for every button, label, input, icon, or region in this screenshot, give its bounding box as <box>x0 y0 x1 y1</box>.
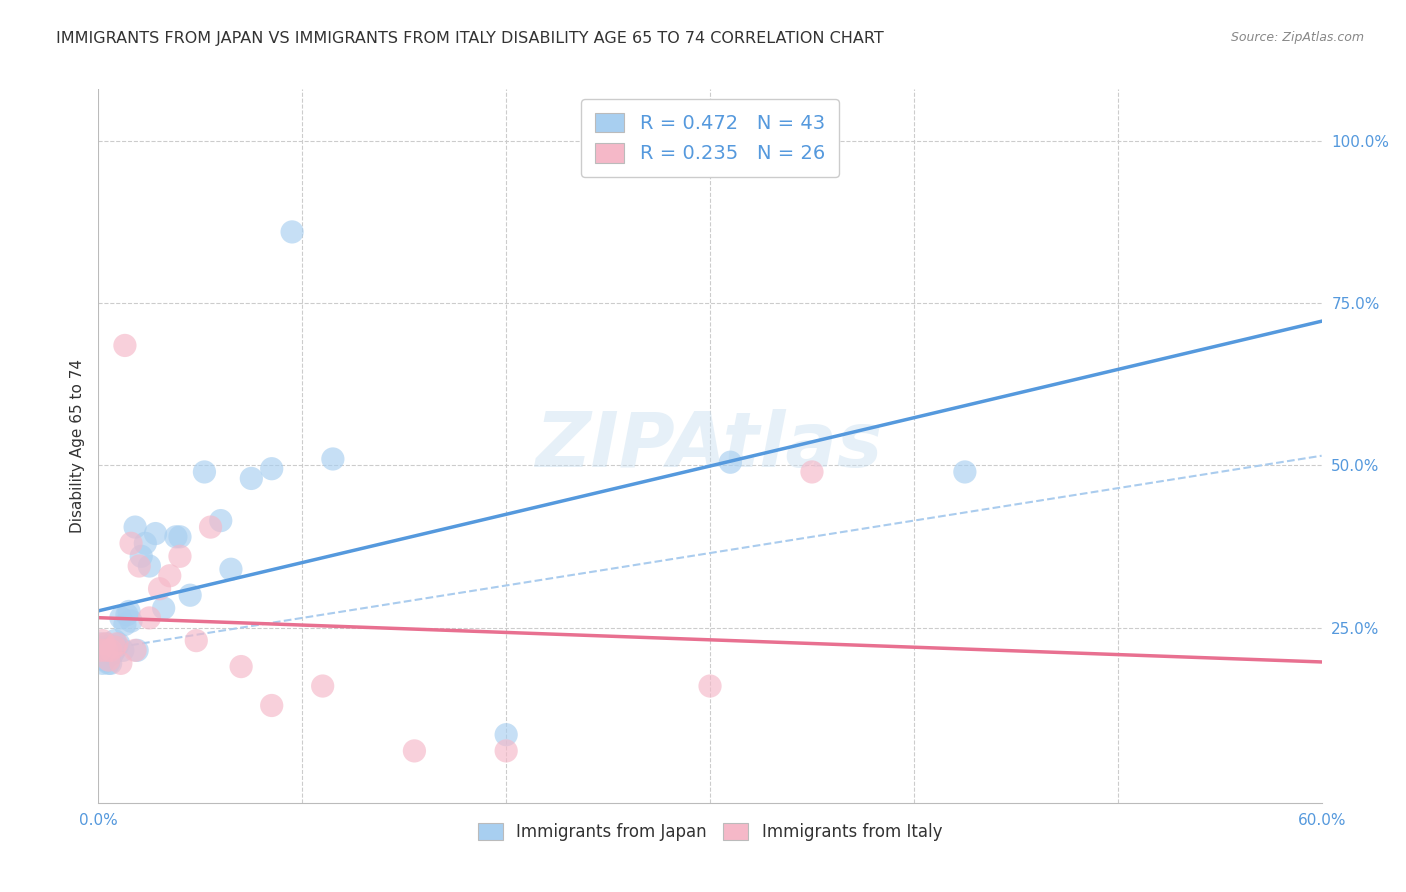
Point <box>138 559 160 574</box>
Point <box>801 465 824 479</box>
Text: Source: ZipAtlas.com: Source: ZipAtlas.com <box>1230 31 1364 45</box>
Point <box>124 520 146 534</box>
Point <box>169 549 191 564</box>
Legend: Immigrants from Japan, Immigrants from Italy: Immigrants from Japan, Immigrants from I… <box>471 816 949 848</box>
Point <box>104 633 127 648</box>
Point <box>93 640 115 654</box>
Point <box>128 559 150 574</box>
Point <box>281 225 304 239</box>
Point <box>91 633 114 648</box>
Point <box>110 611 132 625</box>
Point <box>322 452 344 467</box>
Point <box>231 659 253 673</box>
Point <box>240 471 263 485</box>
Point <box>145 526 167 541</box>
Point <box>97 657 120 671</box>
Point <box>495 744 517 758</box>
Text: ZIPAtlas: ZIPAtlas <box>536 409 884 483</box>
Point <box>108 637 131 651</box>
Point <box>101 647 124 661</box>
Point <box>114 617 136 632</box>
Point <box>169 530 191 544</box>
Point <box>260 461 283 475</box>
Point <box>193 465 215 479</box>
Point <box>495 728 517 742</box>
Point <box>138 611 160 625</box>
Point <box>159 568 181 582</box>
Point <box>312 679 335 693</box>
Point <box>953 465 976 479</box>
Point <box>104 640 127 654</box>
Point <box>111 643 134 657</box>
Point <box>100 643 122 657</box>
Point <box>179 588 201 602</box>
Point <box>200 520 222 534</box>
Point <box>124 643 146 657</box>
Y-axis label: Disability Age 65 to 74: Disability Age 65 to 74 <box>69 359 84 533</box>
Point <box>93 637 115 651</box>
Point <box>404 744 426 758</box>
Point <box>110 657 132 671</box>
Point <box>209 514 232 528</box>
Point <box>260 698 283 713</box>
Point <box>149 582 172 596</box>
Point <box>186 633 208 648</box>
Point <box>93 653 115 667</box>
Point <box>97 653 120 667</box>
Point <box>101 640 124 654</box>
Point <box>699 679 721 693</box>
Point <box>97 643 120 657</box>
Point <box>114 338 136 352</box>
Point <box>89 637 111 651</box>
Point <box>96 643 118 657</box>
Point <box>105 640 128 654</box>
Point <box>152 601 174 615</box>
Point <box>91 643 114 657</box>
Point <box>104 643 127 657</box>
Point <box>134 536 156 550</box>
Point <box>219 562 242 576</box>
Point <box>165 530 187 544</box>
Point <box>115 607 138 622</box>
Point <box>96 637 118 651</box>
Point <box>89 643 111 657</box>
Point <box>100 657 122 671</box>
Point <box>127 643 149 657</box>
Point <box>118 604 141 618</box>
Point <box>120 614 142 628</box>
Point <box>120 536 142 550</box>
Point <box>91 657 114 671</box>
Point <box>105 637 128 651</box>
Text: IMMIGRANTS FROM JAPAN VS IMMIGRANTS FROM ITALY DISABILITY AGE 65 TO 74 CORRELATI: IMMIGRANTS FROM JAPAN VS IMMIGRANTS FROM… <box>56 31 884 46</box>
Point <box>89 643 111 657</box>
Point <box>718 455 742 469</box>
Point <box>96 643 118 657</box>
Point <box>129 549 152 564</box>
